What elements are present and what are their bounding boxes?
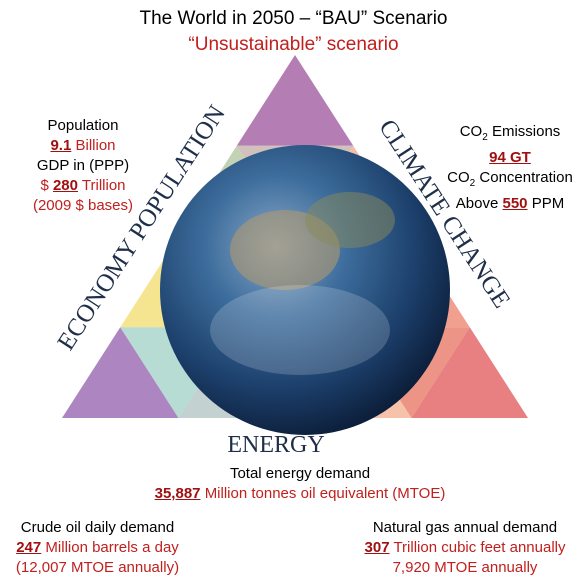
value: 35,887 (154, 485, 201, 502)
line: 94 GT (435, 148, 585, 168)
line: 9.1 Billion (8, 136, 158, 156)
text: (12,007 MTOE annually) (15, 559, 180, 576)
line: 7,920 MTOE annually (345, 558, 585, 578)
line: Total energy demand (90, 464, 510, 484)
line: Population (8, 116, 158, 136)
text: Population (47, 117, 119, 134)
landmass (305, 192, 395, 248)
text: $ (40, 177, 49, 194)
text: Trillion cubic feet annually (393, 539, 566, 556)
value: 247 (16, 539, 42, 556)
triangle-segment (411, 327, 528, 418)
crude-oil-block: Crude oil daily demand 247 Million barre… (0, 518, 195, 578)
value: 9.1 (50, 137, 72, 154)
line: GDP in (PPP) (8, 156, 158, 176)
line: 247 Million barrels a day (0, 538, 195, 558)
text: CO (459, 123, 483, 140)
line: CO2 Emissions (435, 122, 585, 148)
text: Trillion (81, 177, 126, 194)
title: The World in 2050 – “BAU” Scenario (139, 8, 448, 29)
text: Billion (75, 137, 116, 154)
line: Natural gas annual demand (345, 518, 585, 538)
text: PPM (531, 195, 565, 212)
line: 35,887 Million tonnes oil equivalent (MT… (90, 484, 510, 504)
text: Total energy demand (229, 465, 371, 482)
text: Million barrels a day (45, 539, 179, 556)
text: Natural gas annual demand (372, 519, 558, 536)
clouds (210, 285, 390, 375)
subscript: 2 (482, 132, 488, 143)
subtitle: “Unsustainable” scenario (188, 34, 399, 55)
bottom-label: ENERGY (227, 432, 324, 458)
value: 307 (364, 539, 390, 556)
natural-gas-block: Natural gas annual demand 307 Trillion c… (345, 518, 585, 578)
value: 94 GT (489, 149, 531, 166)
text: Concentration (479, 169, 573, 186)
text: (2009 $ bases) (32, 197, 134, 214)
triangle-segment (236, 55, 354, 146)
text: Above (455, 195, 499, 212)
line: $ 280 Trillion (8, 176, 158, 196)
line: (2009 $ bases) (8, 196, 158, 216)
line: CO2 Concentration (435, 168, 585, 194)
line: 307 Trillion cubic feet annually (345, 538, 585, 558)
line: Crude oil daily demand (0, 518, 195, 538)
value: 550 (502, 195, 528, 212)
value: 280 (52, 177, 78, 194)
line: Above 550 PPM (435, 194, 585, 214)
text: CO (447, 169, 470, 186)
line: (12,007 MTOE annually) (0, 558, 195, 578)
text: 7,920 MTOE annually (392, 559, 538, 576)
text: GDP in (PPP) (36, 157, 130, 174)
text: Million tonnes oil equivalent (MTOE) (204, 485, 446, 502)
energy-block: Total energy demand 35,887 Million tonne… (90, 464, 510, 504)
economy-block: Population 9.1 Billion GDP in (PPP) $ 28… (8, 116, 158, 216)
triangle-segment (62, 327, 179, 418)
text: Crude oil daily demand (20, 519, 175, 536)
climate-block: CO2 Emissions 94 GT CO2 Concentration Ab… (435, 122, 585, 214)
subscript: 2 (469, 178, 476, 189)
text: Emissions (491, 123, 561, 140)
